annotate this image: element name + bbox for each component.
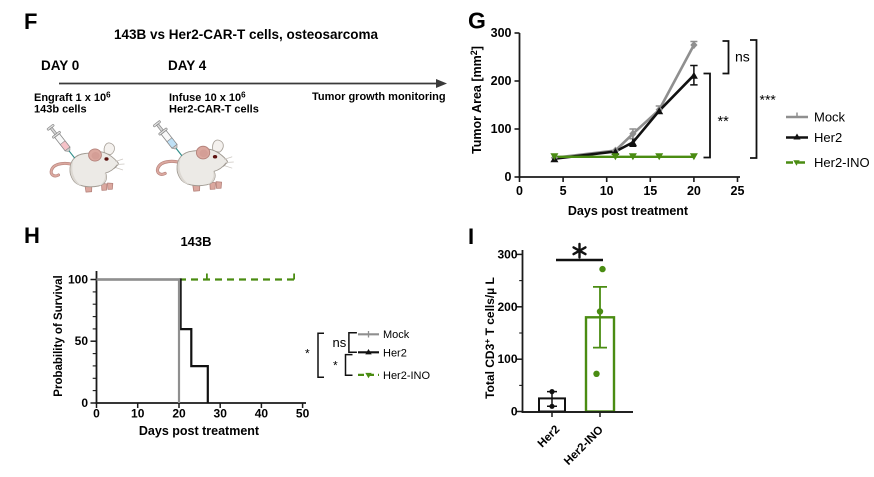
svg-text:Infuse 10 x 106: Infuse 10 x 106 [169, 91, 246, 105]
svg-text:Days post treatment: Days post treatment [568, 204, 689, 218]
svg-text:143b cells: 143b cells [34, 104, 87, 116]
svg-text:Total CD3+ T cells/µ L: Total CD3+ T cells/µ L [482, 277, 497, 399]
svg-text:20: 20 [687, 184, 701, 198]
svg-text:F: F [24, 9, 37, 34]
svg-text:Her2: Her2 [383, 348, 407, 360]
svg-text:0: 0 [505, 170, 512, 184]
svg-text:Days post treatment: Days post treatment [139, 424, 260, 438]
svg-text:5: 5 [560, 184, 567, 198]
svg-text:***: *** [760, 92, 777, 108]
svg-text:Her2-INO: Her2-INO [383, 370, 431, 382]
svg-text:15: 15 [643, 184, 657, 198]
svg-text:*: * [333, 359, 338, 373]
svg-text:Her2: Her2 [536, 423, 563, 450]
svg-text:I: I [468, 224, 474, 249]
svg-text:Tumor Area [mm2]: Tumor Area [mm2] [469, 46, 484, 154]
svg-text:300: 300 [491, 26, 512, 40]
svg-text:G: G [468, 8, 486, 34]
svg-text:100: 100 [491, 122, 512, 136]
svg-text:Her2: Her2 [814, 130, 842, 145]
svg-text:ns: ns [735, 49, 750, 65]
svg-text:Mock: Mock [814, 110, 846, 125]
svg-text:10: 10 [131, 407, 145, 421]
svg-text:0: 0 [93, 407, 100, 421]
svg-text:0: 0 [516, 184, 523, 198]
svg-text:0: 0 [511, 405, 518, 419]
svg-text:Mock: Mock [383, 329, 410, 341]
svg-text:DAY 4: DAY 4 [168, 58, 207, 73]
svg-text:**: ** [718, 114, 730, 130]
svg-text:Engraft 1 x 106: Engraft 1 x 106 [34, 91, 111, 105]
svg-text:50: 50 [75, 334, 89, 348]
svg-text:50: 50 [296, 407, 310, 421]
svg-text:Probability of Survival: Probability of Survival [53, 275, 65, 396]
svg-text:Her2-CAR-T cells: Her2-CAR-T cells [169, 104, 259, 116]
svg-text:100: 100 [68, 273, 88, 287]
svg-text:Her2-INO: Her2-INO [562, 424, 606, 468]
svg-text:30: 30 [214, 407, 228, 421]
svg-text:Her2-INO: Her2-INO [814, 155, 870, 170]
svg-text:200: 200 [497, 300, 517, 314]
svg-text:143B: 143B [180, 234, 211, 249]
svg-text:*: * [305, 347, 310, 361]
svg-text:10: 10 [600, 184, 614, 198]
svg-text:300: 300 [497, 247, 517, 261]
svg-text:Tumor growth monitoring: Tumor growth monitoring [312, 91, 446, 103]
svg-text:100: 100 [497, 352, 517, 366]
svg-text:ns: ns [333, 335, 347, 350]
svg-text:DAY 0: DAY 0 [41, 58, 79, 73]
svg-text:40: 40 [255, 407, 269, 421]
svg-text:H: H [24, 223, 40, 248]
svg-text:25: 25 [731, 184, 745, 198]
svg-text:200: 200 [491, 74, 512, 88]
svg-text:0: 0 [81, 396, 88, 410]
svg-text:20: 20 [172, 407, 186, 421]
svg-text:143B vs Her2-CAR-T cells, oste: 143B vs Her2-CAR-T cells, osteosarcoma [114, 27, 379, 42]
